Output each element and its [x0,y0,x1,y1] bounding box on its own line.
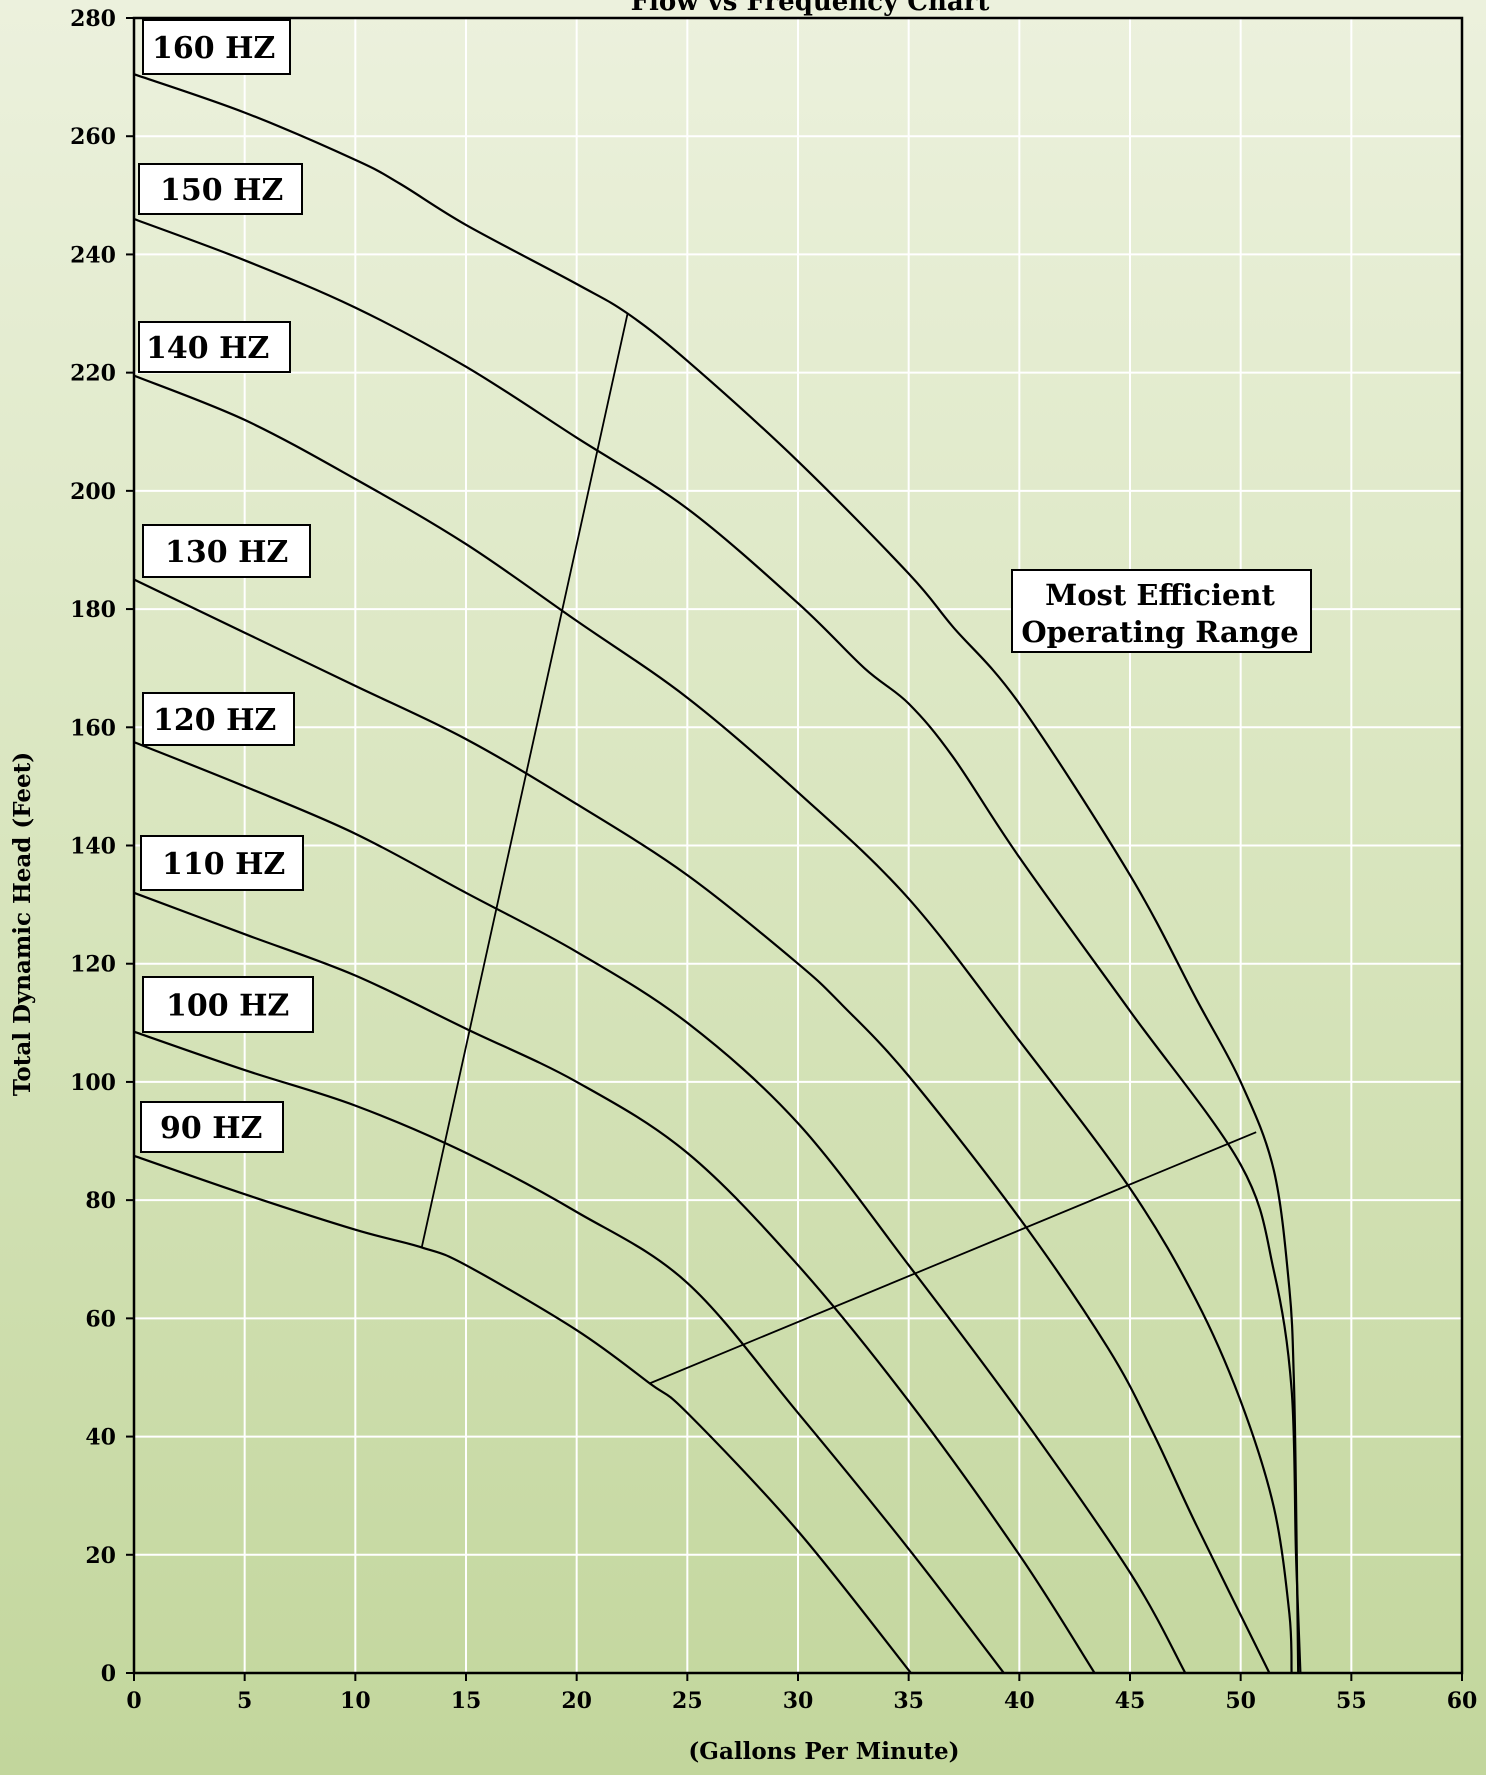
label-150-hz: 150 HZ [160,173,283,208]
y-tick-label: 60 [85,1306,116,1332]
x-tick-label: 5 [237,1688,252,1714]
curve-120-hz [133,741,1187,1674]
x-tick-label: 15 [451,1688,482,1714]
x-tick-label: 55 [1336,1688,1367,1714]
curve-100-hz [133,1030,1005,1674]
label-140-hz: 140 HZ [146,331,269,366]
label-box-130-hz [142,524,311,578]
label-130-hz: 130 HZ [165,535,288,570]
x-tick-label: 45 [1115,1688,1146,1714]
label-box-120-hz [142,692,295,746]
y-tick-label: 160 [70,715,116,741]
label-layer: 160 HZ 150 HZ 140 HZ 130 HZ 120 HZ 110 HZ 100 … [138,19,1312,1153]
efficient-range-left-boundary [420,313,629,1248]
grid-layer [134,18,1462,1673]
y-tick-label: 40 [85,1425,116,1451]
label-160-hz: 160 HZ [152,31,275,66]
y-tick-label: 220 [70,361,116,387]
label-110-hz: 110 HZ [162,847,285,882]
efficient-range-right-boundary [649,1131,1257,1385]
y-tick-label: 280 [70,6,116,32]
x-axis-label: (Gallons Per Minute) [688,1738,959,1765]
label-90-hz: 90 HZ [160,1111,262,1146]
curve-130-hz [133,578,1271,1674]
y-tick-label: 20 [85,1543,116,1569]
chart-title: Flow vs Frequency Chart [631,0,990,17]
y-tick-label: 260 [70,124,116,150]
label-100-hz: 100 HZ [166,989,289,1024]
x-tick-label: 10 [340,1688,371,1714]
efficient-range-label-line: Operating Range [1021,615,1298,649]
label-box-140-hz [138,321,291,373]
label-box-110-hz [140,835,304,891]
y-axis-label: Total Dynamic Head (Feet) [9,752,36,1096]
curve-160-hz [133,73,1300,1674]
x-tick-label: 30 [783,1688,814,1714]
x-tick-label: 0 [126,1688,141,1714]
x-tick-label: 60 [1447,1688,1478,1714]
curve-90-hz [133,1154,912,1674]
efficient-range-label-box [1011,569,1312,653]
x-tick-label: 25 [672,1688,703,1714]
y-tick-label: 240 [70,242,116,268]
curve-layer [133,73,1302,1674]
y-tick-label: 100 [70,1070,116,1096]
curve-140-hz [133,374,1293,1674]
boundary-layer [420,313,1257,1385]
x-tick-label: 40 [1004,1688,1035,1714]
tick-layer: 0 5 10 15 20 25 30 35 40 45 50 55 60 0 20 40 60 80 100 120 1… [70,6,1477,1714]
curve-110-hz [133,891,1096,1674]
y-tick-label: 200 [70,479,116,505]
y-tick-label: 0 [101,1661,116,1687]
y-tick-label: 120 [70,952,116,978]
label-box-160-hz [142,19,291,75]
x-tick-label: 35 [893,1688,924,1714]
curve-150-hz [133,217,1302,1674]
label-box-150-hz [138,163,303,215]
label-120-hz: 120 HZ [153,703,276,738]
y-tick-label: 180 [70,597,116,623]
label-box-100-hz [142,976,314,1033]
y-tick-label: 140 [70,834,116,860]
x-tick-label: 50 [1225,1688,1256,1714]
label-box-90-hz [140,1101,284,1153]
efficient-range-label-line: Most Efficient [1045,578,1275,612]
y-tick-label: 80 [85,1188,116,1214]
x-tick-label: 20 [561,1688,592,1714]
